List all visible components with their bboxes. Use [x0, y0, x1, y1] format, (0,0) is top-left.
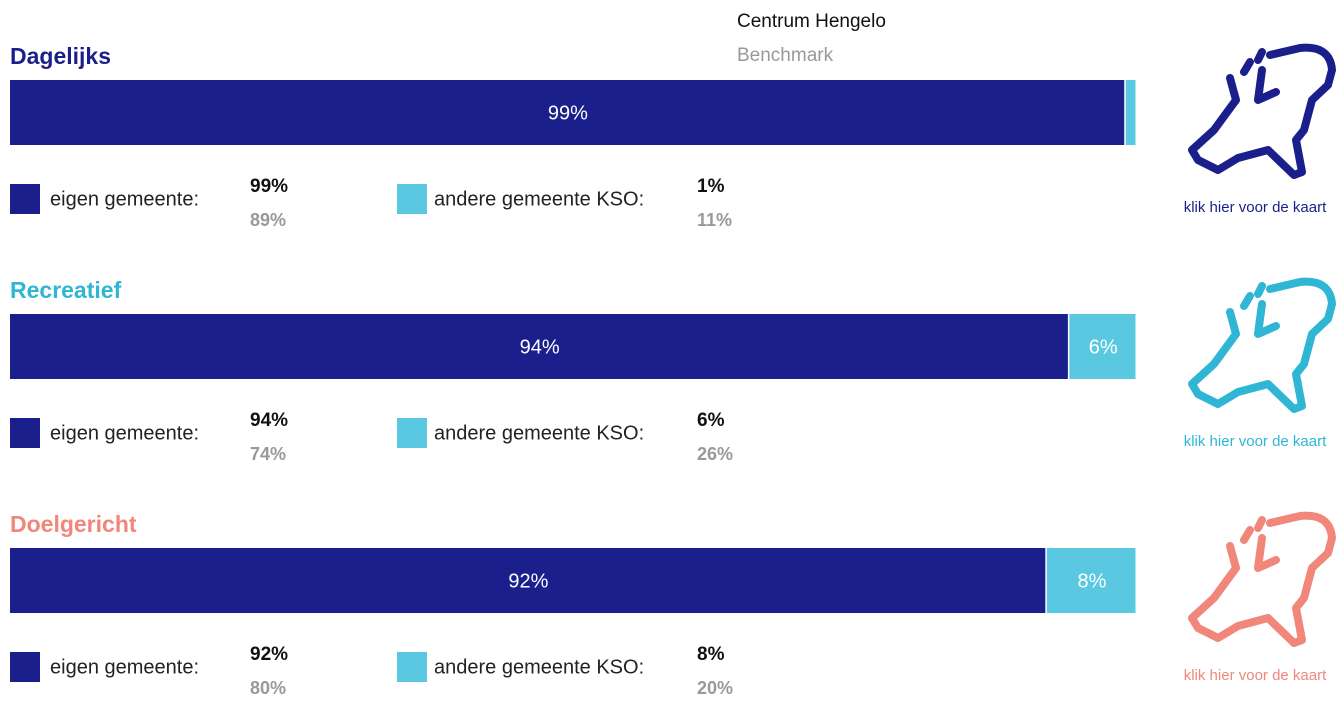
bar-label: 6%	[1089, 336, 1118, 358]
bar-label: 92%	[508, 570, 548, 592]
map-link-text[interactable]: klik hier voor de kaart	[1184, 667, 1327, 684]
legend-benchmark: Benchmark	[737, 45, 834, 66]
bar-segment	[10, 80, 1125, 145]
legend-value: 99%	[250, 176, 288, 197]
legend-swatch	[10, 418, 40, 448]
legend-name: andere gemeente KSO:	[434, 188, 644, 210]
bar-segment	[1069, 314, 1136, 379]
map-icon	[1188, 511, 1336, 647]
legend-swatch	[397, 184, 427, 214]
legend-benchmark: 80%	[250, 678, 286, 698]
legend-value: 1%	[697, 176, 725, 197]
legend-name: eigen gemeente:	[50, 422, 199, 444]
map-link[interactable]: klik hier voor de kaart	[1184, 277, 1336, 450]
legend-name: eigen gemeente:	[50, 656, 199, 678]
legend-value: 6%	[697, 410, 725, 431]
section-title: Doelgericht	[10, 511, 137, 537]
legend-swatch	[397, 652, 427, 682]
legend-value: 8%	[697, 644, 725, 665]
section-title: Dagelijks	[10, 43, 111, 69]
legend-benchmark: 89%	[250, 210, 286, 230]
map-link-text[interactable]: klik hier voor de kaart	[1184, 433, 1327, 450]
bar-label: 8%	[1077, 570, 1106, 592]
legend-current: Centrum Hengelo	[737, 11, 886, 32]
legend-swatch	[10, 652, 40, 682]
bar-segment	[1046, 548, 1136, 613]
legend-value: 92%	[250, 644, 288, 665]
bar-segment	[1125, 80, 1136, 145]
legend-benchmark: 74%	[250, 444, 286, 464]
legend-benchmark: 11%	[697, 210, 732, 230]
bar-segment	[10, 314, 1068, 379]
map-link[interactable]: klik hier voor de kaart	[1184, 43, 1336, 216]
map-icon	[1188, 43, 1336, 179]
legend-swatch	[10, 184, 40, 214]
legend-benchmark: 20%	[697, 678, 733, 698]
map-icon	[1188, 277, 1336, 413]
bar-label: 99%	[548, 102, 588, 124]
legend-name: andere gemeente KSO:	[434, 656, 644, 678]
legend-benchmark: 26%	[697, 444, 733, 464]
bar-segment	[10, 548, 1046, 613]
legend-swatch	[397, 418, 427, 448]
bar-label: 94%	[520, 336, 560, 358]
legend-name: eigen gemeente:	[50, 188, 199, 210]
map-link-text[interactable]: klik hier voor de kaart	[1184, 199, 1327, 216]
legend-value: 94%	[250, 410, 288, 431]
section-title: Recreatief	[10, 277, 122, 303]
legend-name: andere gemeente KSO:	[434, 422, 644, 444]
map-link[interactable]: klik hier voor de kaart	[1184, 511, 1336, 684]
